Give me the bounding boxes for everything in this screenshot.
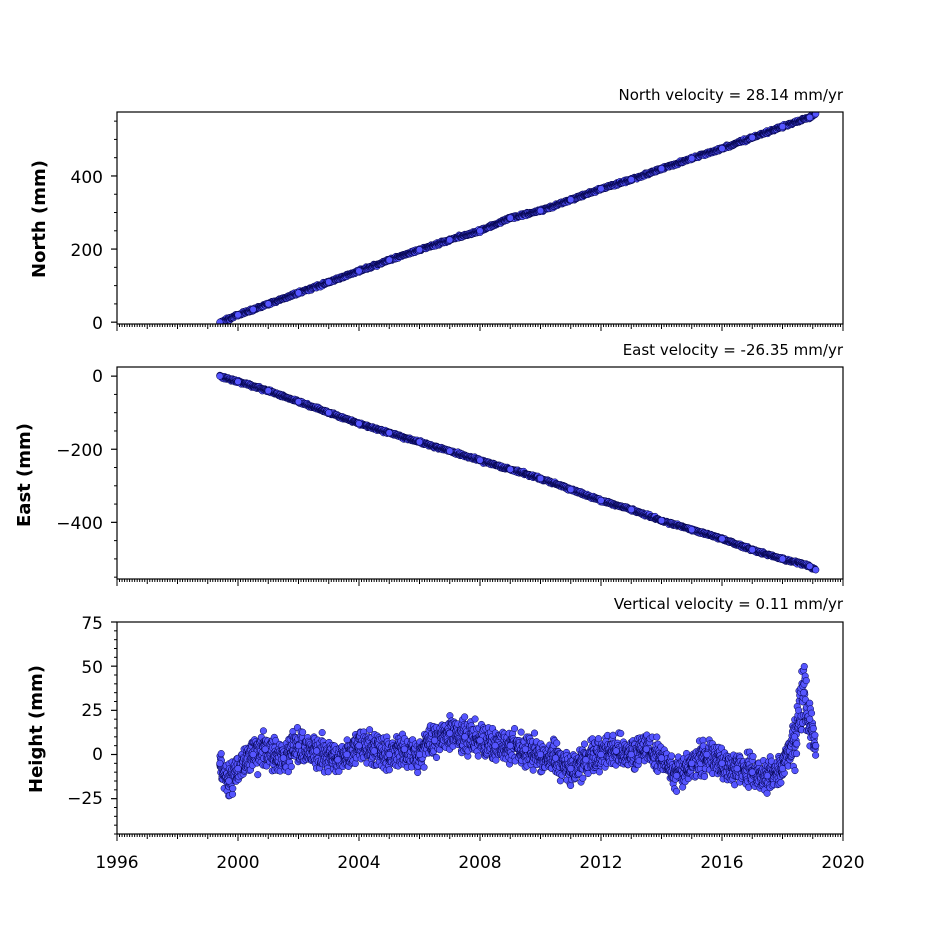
data-point [254,771,262,779]
data-point [415,438,424,446]
data-point [415,246,424,254]
data-point [812,112,820,118]
panel-east-plot [111,366,844,586]
data-point [216,372,224,380]
data-point [718,535,726,543]
panel-height-plot [111,621,844,841]
data-point [657,516,666,525]
data-point [506,214,514,222]
data-point [597,496,605,504]
data-point [264,300,272,308]
data-point [325,278,333,286]
data-point [355,267,363,275]
data-point [351,759,359,768]
data-point [343,736,351,744]
data-point [806,113,814,122]
panel-north-plot [111,111,844,331]
data-point [414,768,422,777]
data-point [420,763,428,771]
data-point [688,526,696,534]
data-point [748,134,756,142]
data-point [657,165,666,173]
data-point [718,145,726,153]
data-point [536,207,545,215]
data-point [748,546,756,554]
data-point [318,729,326,737]
data-point [627,176,635,184]
data-point [325,409,333,417]
data-point [688,154,696,162]
panel-east-points [216,371,820,574]
data-point [476,456,484,464]
data-point [385,256,393,264]
data-point [294,289,303,297]
panel-height-points [216,662,820,800]
data-point [287,763,295,771]
data-point [476,227,484,235]
data-point [446,236,454,244]
data-point [366,726,374,734]
data-point [249,305,257,313]
data-point [536,474,545,483]
data-point [567,485,575,494]
data-point [234,378,242,386]
data-point [806,562,814,570]
data-point [294,398,303,406]
panel-north-points [216,112,820,324]
data-point [597,185,605,193]
data-point [264,387,272,395]
data-point [259,727,267,735]
data-point [506,465,514,473]
data-point [567,196,575,204]
data-point [355,420,363,428]
data-point [627,506,635,514]
data-point [234,311,242,319]
data-point [812,566,820,574]
data-point [778,555,787,563]
data-point [432,753,441,762]
data-point [216,318,224,324]
data-point [385,766,393,774]
data-point [299,728,307,736]
data-point [217,750,225,758]
data-point [446,447,454,455]
data-point [778,123,787,131]
data-point [385,429,393,437]
data-point [229,784,237,793]
